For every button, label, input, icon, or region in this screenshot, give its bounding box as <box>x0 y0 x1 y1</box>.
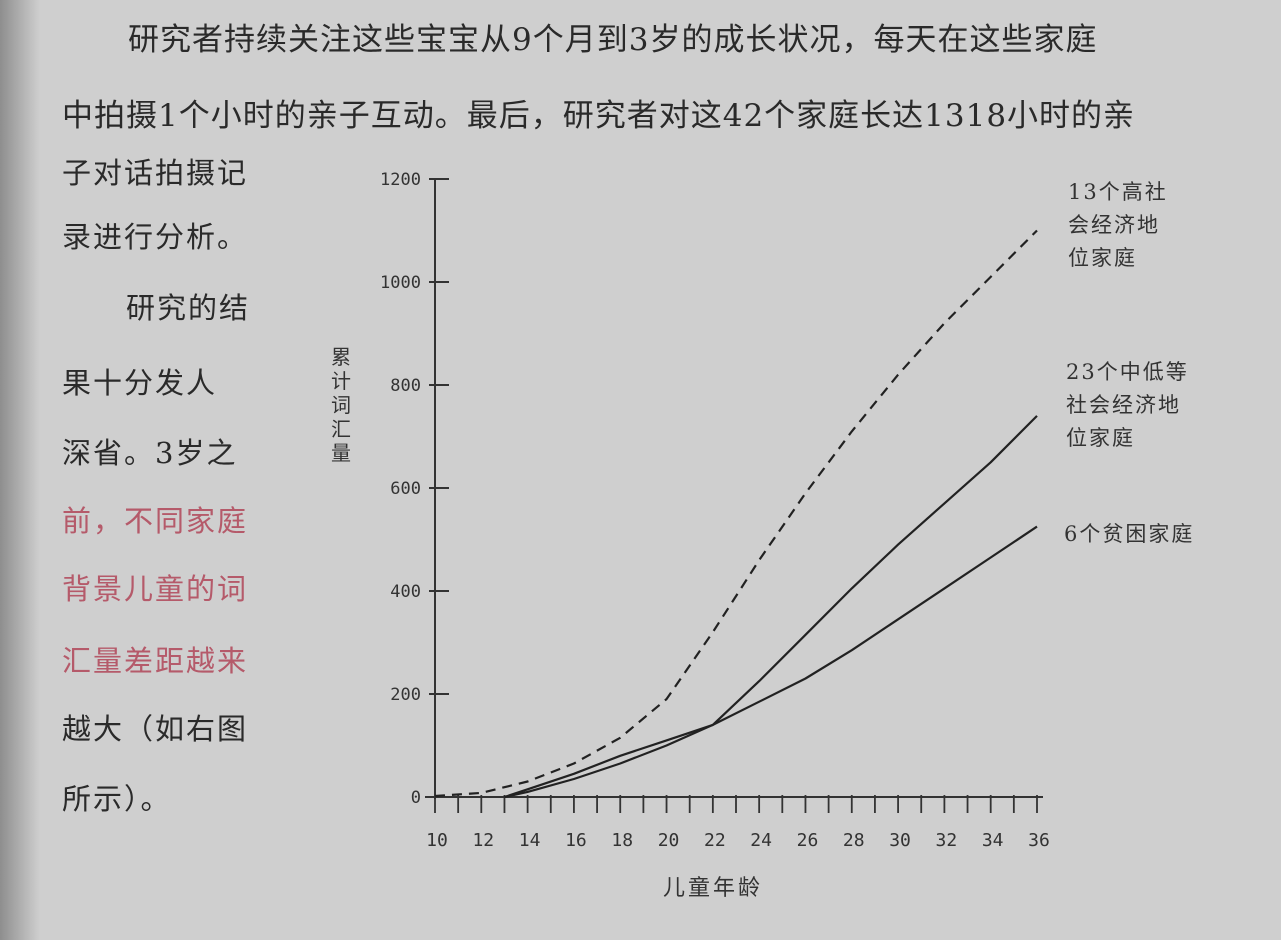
y-tick-label: 600 <box>390 479 421 499</box>
x-tick-label: 16 <box>565 830 587 851</box>
side-column-line: 汇量差距越来 <box>62 644 249 678</box>
y-tick-label: 1200 <box>380 170 421 190</box>
x-tick-label: 34 <box>982 830 1004 851</box>
side-column-line: 深省。3岁之 <box>62 436 238 470</box>
y-tick-label: 0 <box>411 788 421 808</box>
series-line-1 <box>504 415 1038 799</box>
side-column-line: 果十分发人 <box>62 366 218 400</box>
series-label-line: 位家庭 <box>1066 426 1135 450</box>
side-column-line: 录进行分析。 <box>62 220 249 254</box>
page-binding-shadow <box>0 0 40 940</box>
y-tick-label: 200 <box>390 685 421 705</box>
x-tick-label: 26 <box>797 830 819 851</box>
x-tick-label: 14 <box>519 830 541 851</box>
side-column-line: 越大（如右图 <box>62 712 249 746</box>
series-label-line: 23个中低等 <box>1066 360 1189 384</box>
x-tick-label: 32 <box>936 830 958 851</box>
x-tick-label: 28 <box>843 830 865 851</box>
series-label-poverty: 6个贫困家庭 <box>1064 518 1194 551</box>
x-tick-label: 20 <box>658 830 680 851</box>
x-tick-label: 30 <box>889 830 911 851</box>
series-line-0 <box>434 229 1038 798</box>
side-column-line: 子对话拍摄记 <box>62 156 249 190</box>
y-tick-label: 400 <box>390 582 421 602</box>
side-column-line: 前，不同家庭 <box>62 504 249 538</box>
x-tick-label: 10 <box>426 830 448 851</box>
series-line-2 <box>504 525 1038 799</box>
series-label-line: 6个贫困家庭 <box>1064 522 1195 546</box>
series-label-line: 13个高社 <box>1068 180 1168 204</box>
y-axis-label: 累计词汇量 <box>331 345 351 465</box>
x-tick-label: 36 <box>1028 830 1050 851</box>
x-axis-label: 儿童年龄 <box>663 876 764 901</box>
series-label-line: 社会经济地 <box>1066 393 1181 417</box>
x-tick-label: 18 <box>611 830 633 851</box>
series-label-high-ses: 13个高社会经济地位家庭 <box>1068 176 1168 275</box>
side-column-line: 背景儿童的词 <box>62 572 249 606</box>
x-tick-label: 22 <box>704 830 726 851</box>
x-tick-label: 12 <box>472 830 494 851</box>
paragraph-line-1: 研究者持续关注这些宝宝从9个月到3岁的成长状况，每天在这些家庭 <box>128 22 1098 58</box>
y-tick-label: 1000 <box>380 273 421 293</box>
series-label-line: 会经济地 <box>1068 213 1160 237</box>
series-label-line: 位家庭 <box>1068 246 1137 270</box>
x-tick-label: 24 <box>750 830 772 851</box>
paragraph-line-2: 中拍摄1个小时的亲子互动。最后，研究者对这42个家庭长达1318小时的亲 <box>62 98 1136 134</box>
series-label-mid-low-ses: 23个中低等 社会经济地位家庭 <box>1066 356 1189 455</box>
side-column-line: 所示）。 <box>62 782 172 816</box>
y-tick-label: 800 <box>390 376 421 396</box>
side-column-line: 研究的结 <box>126 291 251 325</box>
